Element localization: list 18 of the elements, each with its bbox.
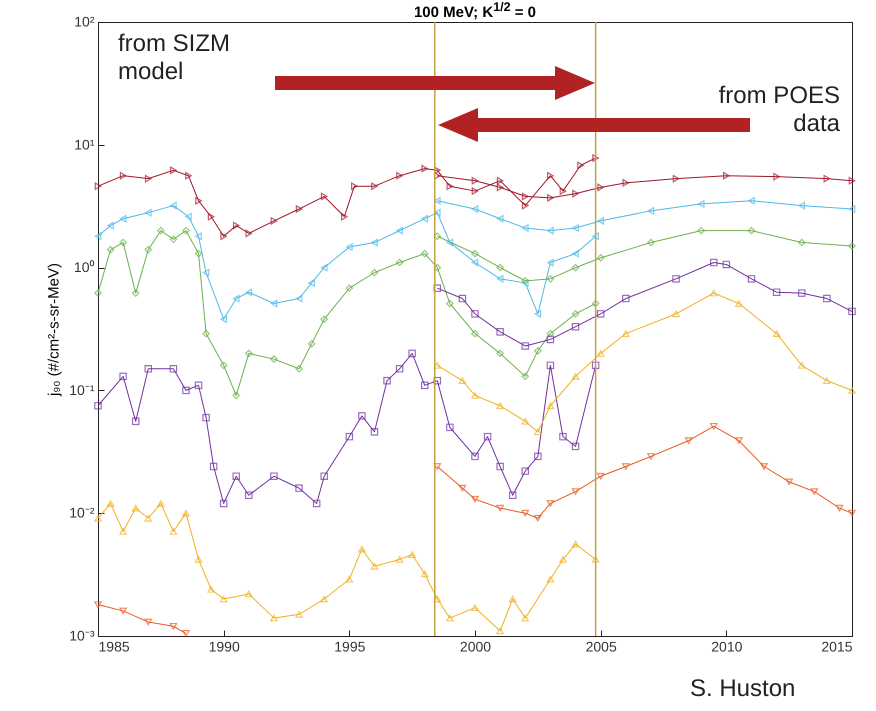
y-tick-label: 10⁰ [74, 259, 94, 276]
x-tick-label: 2000 [460, 638, 492, 654]
annotation: from POES data [718, 82, 840, 138]
x-tick-label: 2010 [711, 638, 743, 654]
x-tick-label: 2005 [586, 638, 617, 654]
text: S. Huston [690, 675, 796, 703]
x-tick-label: 2015 [821, 638, 853, 654]
y-tick-label: 10⁻² [69, 504, 95, 521]
x-tick-label: 1990 [208, 638, 240, 654]
y-tick-label: 10¹ [74, 136, 95, 152]
chart-title: 100 MeV; K$^{1/2}$ = 0 [412, 0, 538, 21]
y-tick-label: 10⁻³ [69, 628, 95, 644]
y-tick-label: 10⁻¹ [69, 382, 95, 398]
x-tick-label: 1995 [334, 638, 366, 654]
annotation: from SIZM model [118, 30, 231, 86]
x-tick-label: 1985 [98, 638, 130, 654]
y-axis-title: j₉₀ (#/cm²-s-sr-MeV) [45, 263, 62, 397]
y-tick-label: 10² [74, 14, 95, 30]
